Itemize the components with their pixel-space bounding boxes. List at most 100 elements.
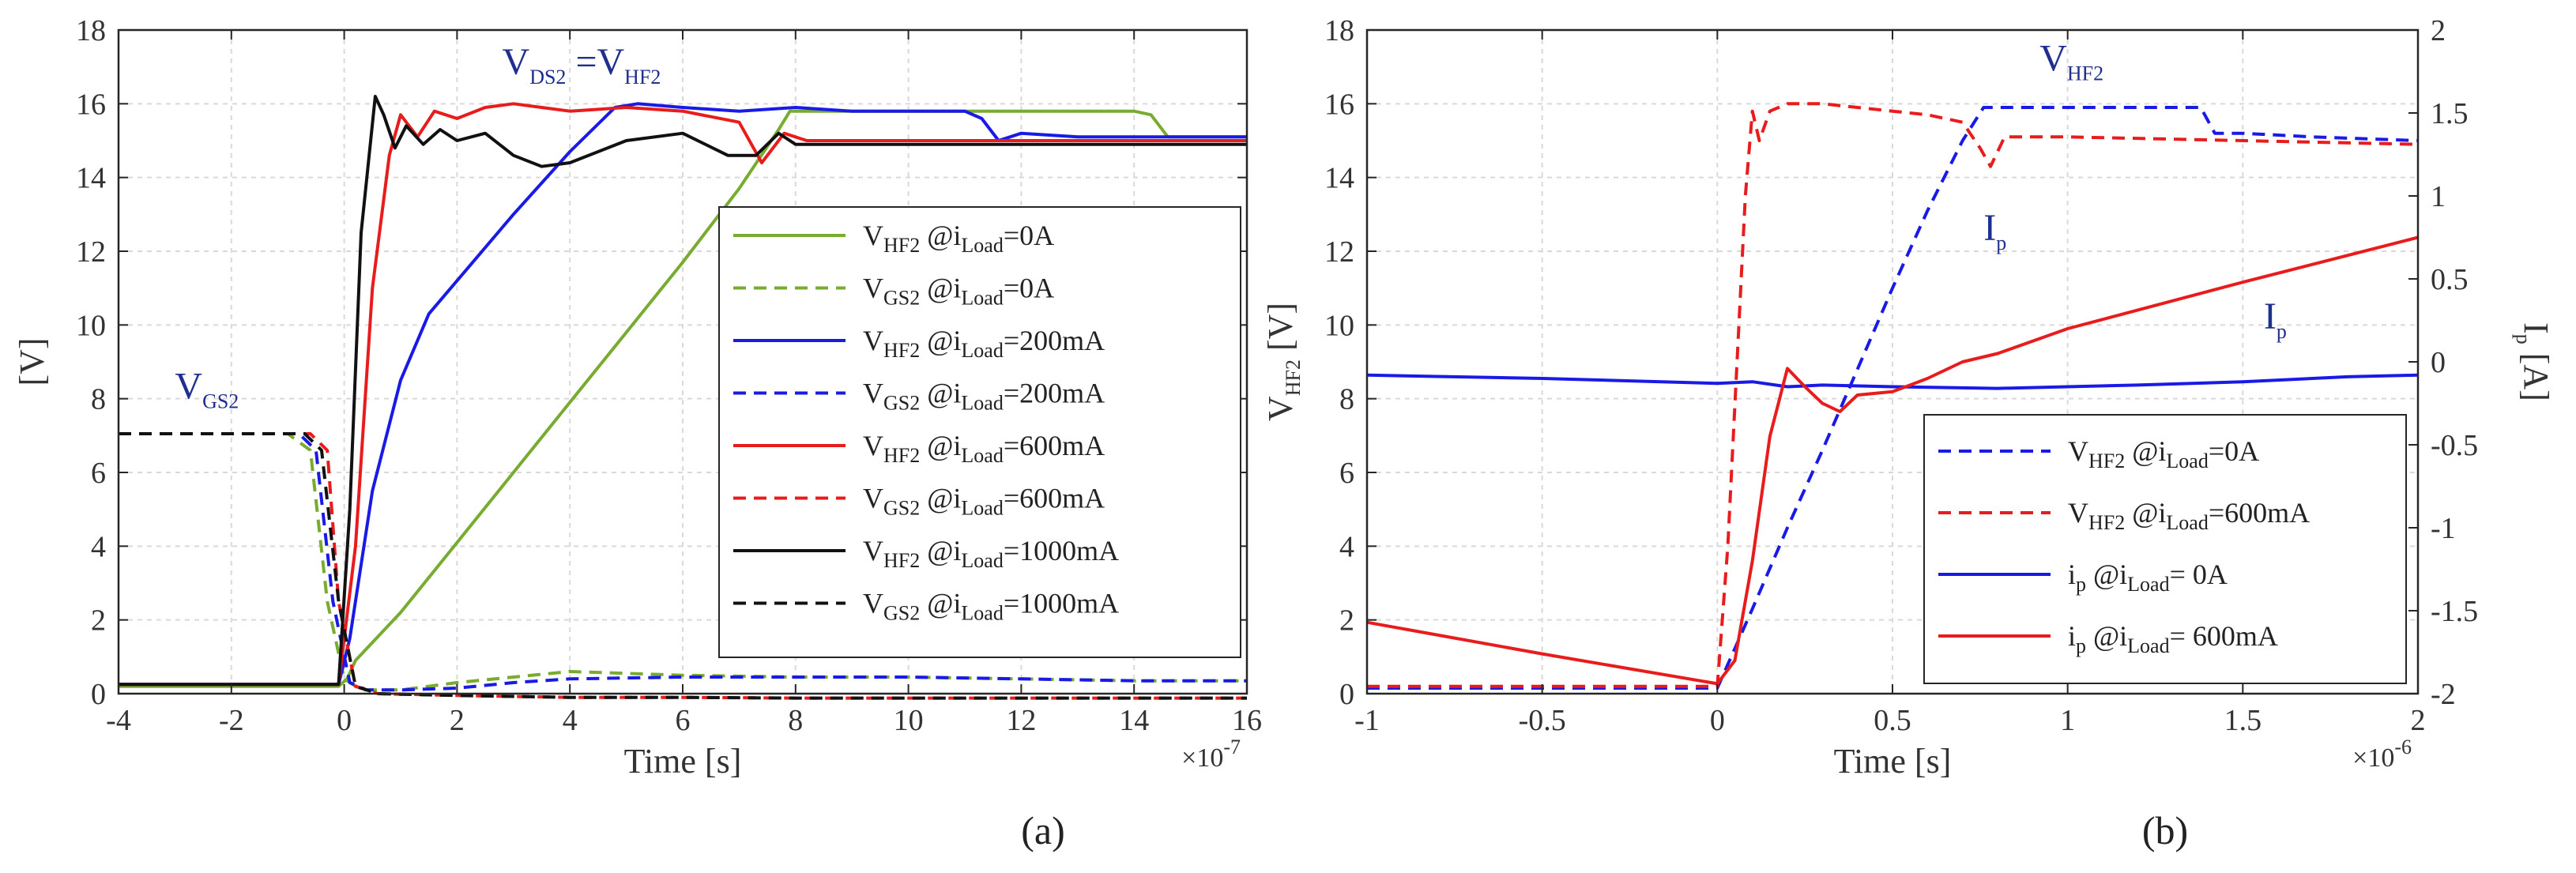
- text-part: V: [863, 325, 883, 356]
- text-part: ×10: [2352, 743, 2394, 773]
- x-tick-label: 14: [1119, 704, 1149, 737]
- legend-entry-2: ip @iLoad= 0A: [2068, 559, 2228, 596]
- series-group: [119, 95, 1247, 700]
- y-tick-label: 18: [1324, 14, 1354, 47]
- text-part: V: [863, 273, 883, 304]
- text-part: @i: [920, 220, 961, 251]
- legend-entry-7: VGS2 @iLoad=1000mA: [863, 588, 1119, 625]
- x-tick-label: -4: [106, 704, 131, 737]
- x-tick-label: 8: [788, 704, 803, 737]
- x-tick-label: 4: [563, 704, 578, 737]
- x-exponent: ×10-6: [2352, 736, 2412, 773]
- y-tick-label: 16: [76, 88, 106, 121]
- text-part: V: [2068, 497, 2088, 529]
- text-part: =0A: [1004, 273, 1054, 304]
- text-part: V: [2068, 435, 2088, 467]
- x-tick-label: -0.5: [1519, 704, 1566, 737]
- y-tick-label: 10: [1324, 309, 1354, 342]
- series-line-7: [119, 432, 1247, 700]
- text-part: HF2: [883, 549, 920, 572]
- y-axis-label: [V]: [13, 337, 51, 386]
- y-tick-label: 0: [91, 678, 106, 711]
- text-part: V: [863, 588, 883, 619]
- x-tick-label: 2: [2411, 704, 2426, 737]
- text-part: GS2: [883, 392, 920, 415]
- y2-axis-label: Ip [A]: [2512, 322, 2555, 401]
- text-part: Load: [961, 392, 1003, 415]
- text-part: I: [1983, 207, 1996, 249]
- text-part: ×10: [1181, 743, 1223, 773]
- text-part: = 600mA: [2170, 620, 2278, 652]
- text-part: V: [863, 378, 883, 409]
- text-part: Load: [961, 287, 1003, 310]
- y-tick-label: 8: [91, 383, 106, 416]
- x-tick-label: 0: [337, 704, 352, 737]
- text-part: GS2: [883, 497, 920, 520]
- text-part: i: [2068, 559, 2076, 590]
- y-tick-label: 14: [76, 162, 106, 195]
- text-part: @i: [920, 535, 961, 566]
- y-tick-label: 6: [1339, 457, 1354, 490]
- text-part: Load: [2166, 450, 2208, 472]
- series-line-6: [119, 95, 1247, 687]
- x-tick-label: 16: [1232, 704, 1262, 737]
- y-tick-label: 4: [1339, 530, 1354, 563]
- x-tick-label: -1: [1354, 704, 1380, 737]
- annotation: VHF2: [2039, 37, 2103, 85]
- annotation: VGS2: [175, 366, 239, 413]
- x-axis-label: Time [s]: [624, 742, 742, 781]
- x-tick-label: -2: [219, 704, 244, 737]
- y-tick-label: 8: [1339, 383, 1354, 416]
- text-part: Load: [961, 549, 1003, 572]
- y-tick-label: 12: [76, 235, 106, 269]
- text-part: =600mA: [1004, 430, 1105, 461]
- series-line-2: [119, 102, 1247, 687]
- y2-tick-label: -1: [2431, 512, 2456, 545]
- y-tick-label: 10: [76, 309, 106, 342]
- text-part: p: [2076, 634, 2086, 657]
- text-part: @i: [920, 325, 961, 356]
- text-part: V: [863, 483, 883, 514]
- chart-panel-b: -1 -0.5 0 0.5 1 1.5 2024681012141618-2-1.5-1-0…: [1261, 14, 2555, 852]
- annotation: Ip: [2264, 295, 2287, 343]
- series-line-0: [119, 109, 1247, 688]
- y-tick-label: 4: [91, 530, 106, 563]
- annotation: VDS2 =VHF2: [503, 41, 661, 88]
- x-tick-label: 2: [450, 704, 465, 737]
- y-axis-label: VHF2 [V]: [1261, 303, 1305, 421]
- y-tick-label: 14: [1324, 162, 1354, 195]
- text-part: @i: [920, 430, 961, 461]
- legend-entry-3: ip @iLoad= 600mA: [2068, 620, 2278, 657]
- text-part: @i: [920, 588, 961, 619]
- text-part: p: [2277, 320, 2287, 343]
- text-part: @i: [920, 483, 961, 514]
- y-tick-label: 2: [1339, 604, 1354, 638]
- legend-entry-6: VHF2 @iLoad=1000mA: [863, 535, 1119, 572]
- text-part: I: [2517, 322, 2555, 334]
- text-part: Load: [961, 444, 1003, 467]
- text-part: @i: [920, 378, 961, 409]
- legend-box: [1923, 414, 2407, 684]
- text-part: HF2: [2088, 450, 2125, 472]
- text-part: @i: [2125, 435, 2166, 467]
- legend-entry-1: VHF2 @iLoad=600mA: [2068, 497, 2310, 534]
- y-tick-label: 0: [1339, 678, 1354, 711]
- text-part: =0A: [1004, 220, 1054, 251]
- legend-entry-3: VGS2 @iLoad=200mA: [863, 378, 1105, 415]
- series-line-3: [1366, 235, 2419, 686]
- text-part: GS2: [202, 390, 239, 413]
- text-part: @i: [920, 273, 961, 304]
- text-part: V: [863, 430, 883, 461]
- y2-tick-label: -2: [2431, 678, 2456, 711]
- text-part: Load: [961, 234, 1003, 257]
- panel-label: (a): [1021, 808, 1065, 852]
- text-part: =1000mA: [1004, 535, 1119, 566]
- text-part: V: [863, 220, 883, 251]
- y2-tick-label: 2: [2431, 14, 2446, 47]
- y2-tick-label: -1.5: [2431, 595, 2478, 628]
- series-line-2: [1366, 373, 2419, 390]
- text-part: Load: [2166, 511, 2208, 534]
